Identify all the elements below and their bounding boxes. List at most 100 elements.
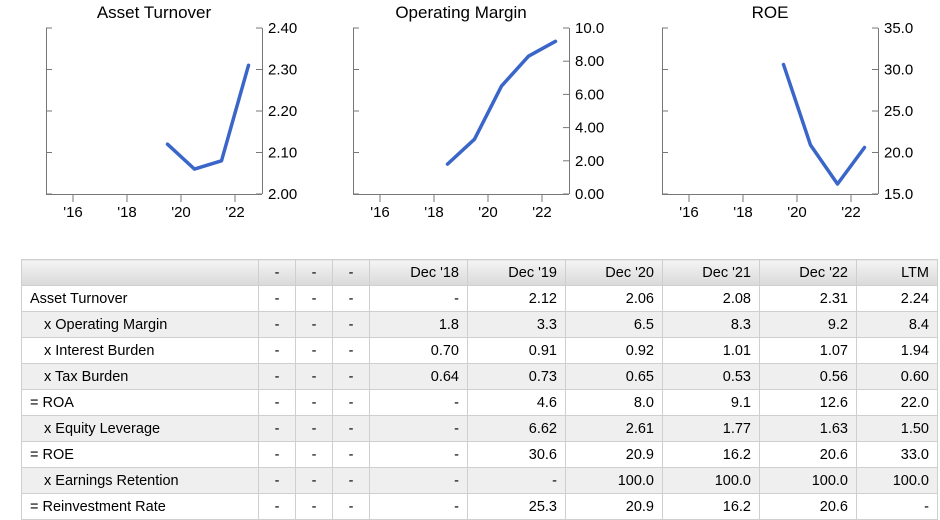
row-label: Asset Turnover bbox=[21, 285, 259, 312]
table-cell: - bbox=[295, 467, 333, 494]
table-cell: 1.77 bbox=[662, 415, 760, 442]
table-cell: 9.2 bbox=[759, 311, 857, 338]
series-line bbox=[165, 63, 251, 171]
table-cell: 2.12 bbox=[467, 285, 566, 312]
table-cell: 2.08 bbox=[662, 285, 760, 312]
table-cell: 2.61 bbox=[565, 415, 663, 442]
table-cell: - bbox=[856, 493, 938, 520]
table-cell: 1.01 bbox=[662, 337, 760, 364]
table-cell: - bbox=[258, 285, 296, 312]
row-label: x Equity Leverage bbox=[21, 415, 259, 442]
row-label: = ROA bbox=[21, 389, 259, 416]
x-tick-label: '18 bbox=[424, 204, 444, 221]
column-header: LTM bbox=[856, 259, 938, 286]
row-label: = ROE bbox=[21, 441, 259, 468]
table-header-row: - - - Dec '18 Dec '19 Dec '20 Dec '21 Dec '22 LT… bbox=[21, 259, 938, 286]
x-tick-label: '16 bbox=[679, 204, 699, 221]
y-tick-label: 2.00 bbox=[575, 153, 604, 170]
dupont-table-container: - - - Dec '18 Dec '19 Dec '20 Dec '21 Dec '22 LT… bbox=[21, 259, 938, 520]
table-cell: - bbox=[332, 441, 370, 468]
table-cell: - bbox=[295, 493, 333, 520]
y-tick-label: 25.0 bbox=[884, 103, 913, 120]
table-cell: 100.0 bbox=[759, 467, 857, 494]
table-cell: - bbox=[332, 467, 370, 494]
table-row: = ROA - - - -4.6 8.0 9.1 12.6 22.0 bbox=[21, 389, 938, 416]
table-row: x Earnings Retention - - - - -100.0 100.0 100.0… bbox=[21, 467, 938, 494]
table-cell: 1.50 bbox=[856, 415, 938, 442]
table-cell: 8.3 bbox=[662, 311, 760, 338]
table-cell: - bbox=[332, 311, 370, 338]
row-label: x Earnings Retention bbox=[21, 467, 259, 494]
table-cell: - bbox=[258, 493, 296, 520]
table-cell: - bbox=[295, 337, 333, 364]
chart-plot: 0.00 2.00 4.00 6.00 8.00 10.0 '16 '18 '20 '22 bbox=[353, 20, 604, 221]
table-cell: - bbox=[258, 415, 296, 442]
table-cell: 20.6 bbox=[759, 493, 857, 520]
y-tick-label: 10.0 bbox=[575, 20, 604, 37]
table-cell: 0.91 bbox=[467, 337, 566, 364]
table-cell: - bbox=[369, 493, 468, 520]
table-cell: - bbox=[258, 389, 296, 416]
table-cell: - bbox=[332, 337, 370, 364]
table-cell: 22.0 bbox=[856, 389, 938, 416]
table-cell: 20.6 bbox=[759, 441, 857, 468]
x-tick-label: '22 bbox=[225, 204, 245, 221]
y-tick-label: 4.00 bbox=[575, 120, 604, 137]
y-tick-label: 2.40 bbox=[268, 20, 297, 37]
y-tick-label: 2.20 bbox=[268, 103, 297, 120]
y-tick-label: 30.0 bbox=[884, 62, 913, 79]
table-row: x Equity Leverage - - - -6.62 2.61 1.77 1.63 1.5… bbox=[21, 415, 938, 442]
table-cell: - bbox=[258, 467, 296, 494]
table-cell: 20.9 bbox=[565, 441, 663, 468]
table-cell: 6.62 bbox=[467, 415, 566, 442]
series-line bbox=[445, 39, 558, 166]
x-tick-label: '22 bbox=[841, 204, 861, 221]
table-cell: 20.9 bbox=[565, 493, 663, 520]
chart-plot: 15.0 20.0 25.0 30.0 35.0 '16 '18 '20 '22 bbox=[662, 20, 913, 221]
table-cell: - bbox=[258, 337, 296, 364]
table-cell: 2.31 bbox=[759, 285, 857, 312]
y-tick-label: 20.0 bbox=[884, 145, 913, 162]
table-cell: 1.63 bbox=[759, 415, 857, 442]
table-cell: - bbox=[369, 441, 468, 468]
table-row: x Tax Burden - - -0.64 0.73 0.65 0.53 0.56 0.60 bbox=[21, 363, 938, 390]
table-cell: - bbox=[332, 389, 370, 416]
table-cell: - bbox=[295, 363, 333, 390]
row-label: x Operating Margin bbox=[21, 311, 259, 338]
table-cell: 0.60 bbox=[856, 363, 938, 390]
y-tick-label: 8.00 bbox=[575, 53, 604, 70]
table-cell: 0.53 bbox=[662, 363, 760, 390]
table-cell: 0.65 bbox=[565, 363, 663, 390]
chart-title: Asset Turnover bbox=[96, 3, 212, 22]
table-cell: 16.2 bbox=[662, 493, 760, 520]
table-cell: 8.4 bbox=[856, 311, 938, 338]
table-cell: 2.24 bbox=[856, 285, 938, 312]
series-line bbox=[781, 62, 867, 186]
table-cell: 0.73 bbox=[467, 363, 566, 390]
table-row: = Reinvestment Rate - - - -25.3 20.9 16.2 20.6- bbox=[21, 493, 938, 520]
table-row: Asset Turnover - - - -2.12 2.06 2.08 2.31 2.24 bbox=[21, 285, 938, 312]
y-tick-label: 6.00 bbox=[575, 86, 604, 103]
table-cell: 9.1 bbox=[662, 389, 760, 416]
y-tick-label: 2.30 bbox=[268, 62, 297, 79]
row-label: x Tax Burden bbox=[21, 363, 259, 390]
table-cell: - bbox=[369, 415, 468, 442]
table-row: x Operating Margin - - -1.8 3.3 6.5 8.3 9.2 8.4 bbox=[21, 311, 938, 338]
table-cell: 0.64 bbox=[369, 363, 468, 390]
table-cell: 2.06 bbox=[565, 285, 663, 312]
column-header: Dec '18 bbox=[369, 259, 468, 286]
x-tick-label: '22 bbox=[532, 204, 552, 221]
table-cell: 1.8 bbox=[369, 311, 468, 338]
table-cell: 0.70 bbox=[369, 337, 468, 364]
table-cell: 25.3 bbox=[467, 493, 566, 520]
table-cell: - bbox=[369, 389, 468, 416]
table-cell: 100.0 bbox=[856, 467, 938, 494]
dupont-table: - - - Dec '18 Dec '19 Dec '20 Dec '21 Dec '22 LT… bbox=[21, 259, 938, 520]
table-cell: - bbox=[332, 493, 370, 520]
table-cell: 100.0 bbox=[565, 467, 663, 494]
table-cell: - bbox=[332, 415, 370, 442]
table-cell: - bbox=[258, 311, 296, 338]
column-header bbox=[21, 259, 259, 286]
table-cell: 6.5 bbox=[565, 311, 663, 338]
column-header: - bbox=[295, 259, 333, 286]
